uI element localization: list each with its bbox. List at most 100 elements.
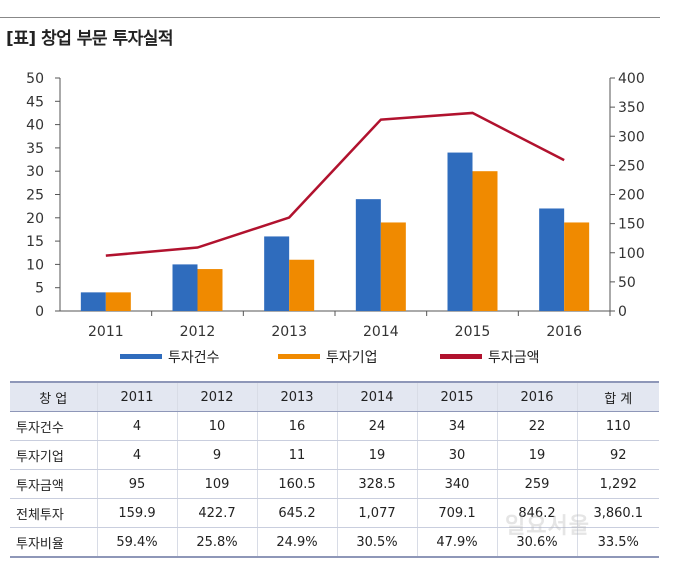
- bar-investment-count: [447, 152, 473, 311]
- y-left-tick-label: 40: [26, 118, 44, 134]
- table-cell: 1,077: [336, 498, 417, 528]
- table-row-label: 전체투자: [10, 498, 97, 528]
- table-cell: 33.5%: [576, 527, 659, 558]
- table-row: 투자기업 4 9 11 19 30 19 92: [10, 440, 659, 470]
- bar-investment-company: [380, 222, 406, 311]
- y-left-tick-label: 30: [26, 164, 44, 180]
- bar-investment-company: [105, 292, 131, 311]
- y-right-tick-label: 100: [618, 246, 645, 262]
- table-cell: 16: [256, 411, 337, 441]
- bar-investment-count: [539, 208, 565, 311]
- table-cell: 3,860.1: [576, 498, 659, 528]
- chart-line: [105, 111, 565, 257]
- y-left-tick-label: 25: [26, 188, 44, 204]
- top-rule: [0, 17, 660, 18]
- table-cell: 110: [576, 411, 659, 441]
- table-cell: 645.2: [256, 498, 337, 528]
- y-right-tick-label: 400: [618, 71, 645, 87]
- table-cell: 59.4%: [96, 527, 177, 558]
- table-cell: 95: [96, 469, 177, 499]
- bar-investment-count: [172, 264, 198, 311]
- line-investment-amount: [105, 111, 565, 257]
- y-right-tick-label: 300: [618, 129, 645, 145]
- bar-investment-count: [264, 236, 290, 311]
- table-cell: 25.8%: [176, 527, 257, 558]
- combo-chart: 0 5 10 15 20 25 30 35 40 45 50 0 50 100 150 200 250 300 35…: [26, 71, 645, 366]
- bar-investment-count: [80, 292, 106, 311]
- table-cell: 160.5: [256, 469, 337, 499]
- table-cell: 1,292: [576, 469, 659, 499]
- table-cell: 11: [256, 440, 337, 470]
- legend-label: 투자기업: [326, 350, 378, 366]
- table-cell: 422.7: [176, 498, 257, 528]
- table-cell: 4: [96, 411, 177, 441]
- table-header-cell: 2016: [496, 381, 577, 412]
- watermark: 일요서울: [505, 514, 590, 539]
- x-tick-label: 2011: [88, 324, 124, 340]
- table-row: 전체투자 159.9 422.7 645.2 1,077 709.1 846.2…: [10, 498, 659, 528]
- y-right-tick-label: 350: [618, 100, 645, 116]
- legend-swatch: [440, 354, 482, 359]
- legend-swatch: [278, 354, 320, 359]
- table-cell: 92: [576, 440, 659, 470]
- table-cell: 10: [176, 411, 257, 441]
- y-left-tick-label: 10: [26, 257, 44, 273]
- bar-investment-count: [355, 199, 381, 311]
- chart-bars: [80, 152, 590, 311]
- bar-investment-company: [472, 171, 498, 311]
- x-tick-label: 2014: [363, 324, 399, 340]
- table-row: 투자건수 4 10 16 24 34 22 110: [10, 411, 659, 441]
- chart-axes: 0 5 10 15 20 25 30 35 40 45 50 0 50 100 150 200 250 300 35…: [26, 71, 645, 340]
- table-row-label: 투자기업: [10, 440, 97, 470]
- table-cell: 709.1: [416, 498, 497, 528]
- table-row: 투자비율 59.4% 25.8% 24.9% 30.5% 47.9% 30.6%…: [10, 527, 659, 558]
- y-right-tick-label: 50: [618, 275, 636, 291]
- table-cell: 34: [416, 411, 497, 441]
- table-cell: 328.5: [336, 469, 417, 499]
- table-cell: 22: [496, 411, 577, 441]
- table-row-label: 투자금액: [10, 469, 97, 499]
- table-cell: 24.9%: [256, 527, 337, 558]
- table-cell: 30.5%: [336, 527, 417, 558]
- y-right-tick-label: 150: [618, 217, 645, 233]
- y-left-tick-label: 15: [26, 234, 44, 250]
- bar-investment-company: [197, 269, 223, 311]
- table-row-label: 투자건수: [10, 411, 97, 441]
- chart-title: [표] 창업 부문 투자실적: [6, 29, 174, 49]
- table-cell: 30.6%: [496, 527, 577, 558]
- table-cell: 19: [496, 440, 577, 470]
- table-cell: 19: [336, 440, 417, 470]
- bar-investment-company: [564, 222, 590, 311]
- chart-legend: 투자건수 투자기업 투자금액: [120, 350, 540, 366]
- table-row-label: 투자비율: [10, 527, 97, 558]
- table-header-cell: 2012: [176, 381, 257, 412]
- table-header-cell: 2014: [336, 381, 417, 412]
- y-right-tick-label: 0: [618, 304, 627, 320]
- table-cell: 24: [336, 411, 417, 441]
- x-tick-label: 2012: [180, 324, 216, 340]
- bar-investment-company: [289, 259, 315, 311]
- x-tick-label: 2015: [455, 324, 491, 340]
- x-tick-label: 2016: [546, 324, 582, 340]
- table-cell: 846.2: [496, 498, 577, 528]
- y-left-tick-label: 35: [26, 141, 44, 157]
- y-left-tick-label: 20: [26, 211, 44, 227]
- table-cell: 4: [96, 440, 177, 470]
- table-header-cell: 2015: [416, 381, 497, 412]
- y-left-tick-label: 0: [35, 304, 44, 320]
- table-cell: 30: [416, 440, 497, 470]
- table-cell: 47.9%: [416, 527, 497, 558]
- table-cell: 340: [416, 469, 497, 499]
- legend-swatch: [120, 354, 162, 359]
- y-right-tick-label: 200: [618, 188, 645, 204]
- y-left-tick-label: 50: [26, 71, 44, 87]
- y-left-tick-label: 5: [35, 281, 44, 297]
- table-header-cell: 2011: [96, 381, 177, 412]
- x-tick-label: 2013: [271, 324, 307, 340]
- table-row: 투자금액 95 109 160.5 328.5 340 259 1,292: [10, 469, 659, 499]
- legend-label: 투자건수: [168, 350, 220, 366]
- table-header-row: 창 업 2011 2012 2013 2014 2015 2016 합 계: [10, 381, 659, 412]
- y-left-tick-label: 45: [26, 94, 44, 110]
- data-table: 창 업 2011 2012 2013 2014 2015 2016 합 계 투자…: [10, 381, 659, 558]
